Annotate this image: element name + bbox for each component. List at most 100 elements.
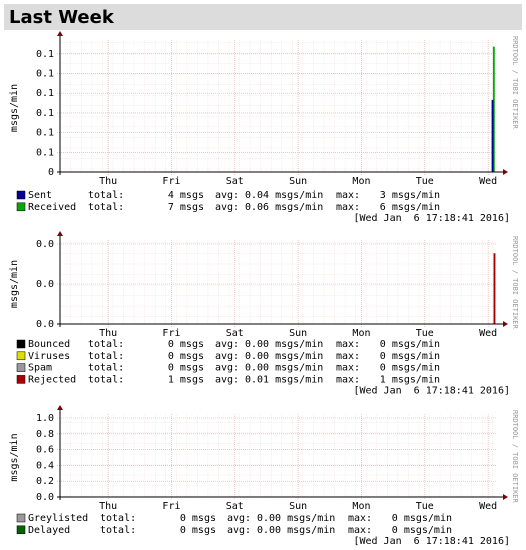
timestamp: [Wed Jan 6 17:18:41 2016] [353,213,510,224]
stat-avg: 0.00 msgs/min [257,525,335,536]
legend-name: Viruses [28,351,70,362]
axis-arrow [503,169,508,175]
y-tick-label: 0.4 [36,460,54,471]
y-tick-label: 0.0 [36,492,54,503]
x-tick-label: Sun [289,176,307,187]
header-bar [4,4,522,30]
stat-label: max: [348,513,372,524]
x-tick-label: Fri [162,328,180,339]
x-tick-label: Tue [416,501,434,512]
axis-arrow [57,31,63,36]
y-tick-label: 0.1 [36,147,54,158]
y-tick-label: 0.1 [36,128,54,139]
stat-label: total: [88,351,124,362]
stat-label: total: [88,339,124,350]
axis-arrow [503,494,508,500]
timestamp: [Wed Jan 6 17:18:41 2016] [353,536,510,547]
stat-label: avg: [227,525,251,536]
y-tick-label: 0.2 [36,476,54,487]
legend-swatch [16,190,26,200]
axis-arrow [57,405,63,410]
y-axis-label: msgs/min [9,260,20,308]
y-tick-label: 1.0 [36,413,54,424]
stat-label: total: [88,363,124,374]
legend-name: Received [28,202,76,213]
y-tick-label: 0.0 [36,319,54,330]
stat-total: 4 msgs [168,190,204,201]
watermark: RRDTOOL / TOBI OETIKER [511,36,519,130]
stat-label: max: [336,351,360,362]
axis-arrow [57,231,63,236]
stat-label: max: [336,190,360,201]
stat-label: avg: [227,513,251,524]
y-tick-label: 0.8 [36,429,54,440]
legend-swatch [16,513,26,523]
x-tick-label: Tue [416,176,434,187]
stat-max: 0 msgs/min [380,339,440,350]
legend-swatch [16,525,26,535]
stat-label: total: [88,202,124,213]
stat-label: avg: [215,351,239,362]
stat-avg: 0.00 msgs/min [245,363,323,374]
stat-max: 0 msgs/min [380,351,440,362]
stat-avg: 0.04 msgs/min [245,190,323,201]
legend-swatch [16,375,26,384]
stat-avg: 0.00 msgs/min [245,339,323,350]
timestamp: [Wed Jan 6 17:18:41 2016] [353,386,510,397]
stat-max: 0 msgs/min [392,525,452,536]
stat-label: total: [100,525,136,536]
stat-avg: 0.06 msgs/min [245,202,323,213]
stat-label: avg: [215,190,239,201]
watermark: RRDTOOL / TOBI OETIKER [511,410,519,504]
plot-area [60,414,497,497]
stat-label: max: [336,339,360,350]
y-axis-label: msgs/min [9,84,20,132]
y-tick-label: 0.6 [36,445,54,456]
stat-total: 0 msgs [180,525,216,536]
stat-total: 0 msgs [168,363,204,374]
y-tick-label: 0.0 [36,239,54,250]
stat-label: avg: [215,202,239,213]
legend-name: Spam [28,363,52,374]
page-title: Last Week [9,7,115,28]
x-tick-label: Fri [162,501,180,512]
legend-swatch [16,202,26,212]
x-tick-label: Mon [352,501,370,512]
stat-label: total: [88,190,124,201]
legend-name: Bounced [28,339,70,350]
watermark: RRDTOOL / TOBI OETIKER [511,236,519,330]
stat-label: total: [88,374,124,385]
stat-total: 0 msgs [168,351,204,362]
legend-swatch [16,351,26,361]
stat-avg: 0.00 msgs/min [245,351,323,362]
x-tick-label: Fri [162,176,180,187]
x-tick-label: Mon [352,328,370,339]
stat-total: 1 msgs [168,374,204,385]
x-tick-label: Sat [226,501,244,512]
legend-name: Greylisted [28,513,88,524]
legend-swatch [16,339,26,349]
axis-arrow [503,321,508,327]
stat-label: max: [348,525,372,536]
y-tick-label: 0.0 [36,279,54,290]
stat-label: avg: [215,374,239,385]
plot-area [60,240,497,324]
x-tick-label: Wed [479,328,497,339]
stat-total: 0 msgs [180,513,216,524]
stat-max: 6 msgs/min [380,202,440,213]
stat-total: 0 msgs [168,339,204,350]
stat-avg: 0.00 msgs/min [257,513,335,524]
stat-max: 3 msgs/min [380,190,440,201]
stat-label: avg: [215,363,239,374]
x-tick-label: Sun [289,501,307,512]
plot-area [60,40,497,172]
stat-total: 7 msgs [168,202,204,213]
x-tick-label: Sat [226,328,244,339]
x-tick-label: Thu [99,328,117,339]
y-tick-label: 0.1 [36,49,54,60]
legend-name: Sent [28,190,52,201]
x-tick-label: Wed [479,176,497,187]
x-tick-label: Thu [99,501,117,512]
y-tick-label: 0.1 [36,88,54,99]
